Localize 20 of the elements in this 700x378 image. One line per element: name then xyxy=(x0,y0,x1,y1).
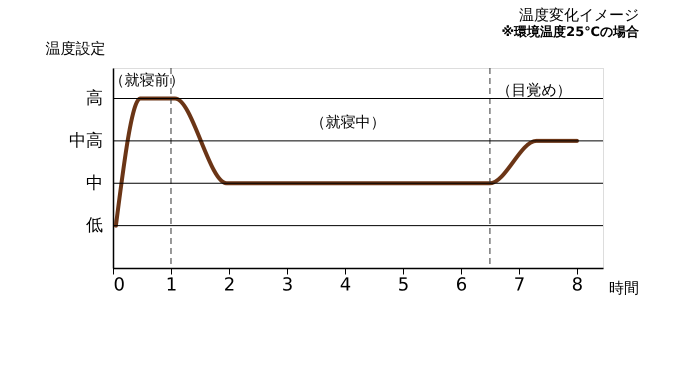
x-tick-label: 4 xyxy=(340,274,352,296)
y-axis-title: 温度設定 xyxy=(46,40,106,58)
text: （就寝前） xyxy=(110,71,184,89)
text: 中高 xyxy=(69,130,103,151)
x-tick-label: 3 xyxy=(282,274,294,296)
x-tick-label: 8 xyxy=(572,274,584,296)
chart-title: 温度変化イメージ xyxy=(519,6,639,24)
text: 低 xyxy=(86,216,103,236)
text: 高 xyxy=(86,88,103,108)
x-tick-label: 7 xyxy=(514,274,526,296)
x-axis-title: 時間 xyxy=(609,279,639,297)
text: 中 xyxy=(86,173,103,194)
x-tick-label: 1 xyxy=(166,274,178,296)
annotation: （就寝中） xyxy=(310,113,386,131)
x-tick-label: 6 xyxy=(456,274,468,296)
x-tick-label: 0 xyxy=(114,274,125,296)
x-tick-label: 5 xyxy=(398,274,410,296)
annotation: （目覚め） xyxy=(496,81,572,99)
x-tick-label: 2 xyxy=(224,274,236,296)
chart-subtitle: ※環境温度25℃の場合 xyxy=(502,24,639,40)
